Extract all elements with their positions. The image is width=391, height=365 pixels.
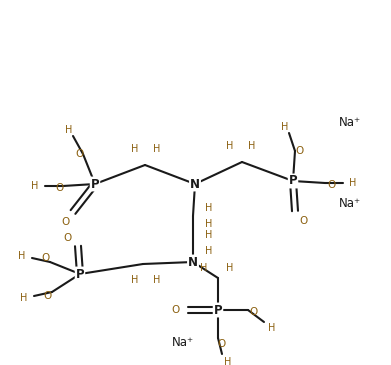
Text: P: P <box>289 174 297 188</box>
Text: O: O <box>61 217 69 227</box>
Text: H: H <box>205 219 213 229</box>
Text: H: H <box>349 178 357 188</box>
Text: O: O <box>44 291 52 301</box>
Text: N: N <box>188 255 198 269</box>
Text: H: H <box>205 203 213 213</box>
Text: H: H <box>31 181 39 191</box>
Text: H: H <box>20 293 28 303</box>
Text: Na⁺: Na⁺ <box>339 197 361 210</box>
Text: P: P <box>214 304 222 316</box>
Text: O: O <box>55 183 63 193</box>
Text: H: H <box>131 144 139 154</box>
Text: O: O <box>64 233 72 243</box>
Text: O: O <box>295 146 303 156</box>
Text: N: N <box>190 177 200 191</box>
Text: O: O <box>299 216 307 226</box>
Text: O: O <box>172 305 180 315</box>
Text: O: O <box>250 307 258 317</box>
Text: P: P <box>91 177 99 191</box>
Text: Na⁺: Na⁺ <box>339 116 361 129</box>
Text: H: H <box>226 141 234 151</box>
Text: O: O <box>218 339 226 349</box>
Text: H: H <box>268 323 276 333</box>
Text: O: O <box>75 149 83 159</box>
Text: H: H <box>281 122 289 132</box>
Text: O: O <box>42 253 50 263</box>
Text: H: H <box>226 263 234 273</box>
Text: Na⁺: Na⁺ <box>172 336 194 349</box>
Text: P: P <box>76 268 84 280</box>
Text: H: H <box>248 141 256 151</box>
Text: H: H <box>65 125 73 135</box>
Text: H: H <box>153 275 161 285</box>
Text: H: H <box>131 275 139 285</box>
Text: H: H <box>153 144 161 154</box>
Text: H: H <box>224 357 232 365</box>
Text: O: O <box>327 180 335 190</box>
Text: H: H <box>205 230 213 240</box>
Text: H: H <box>18 251 26 261</box>
Text: H: H <box>200 263 208 273</box>
Text: H: H <box>205 246 213 256</box>
